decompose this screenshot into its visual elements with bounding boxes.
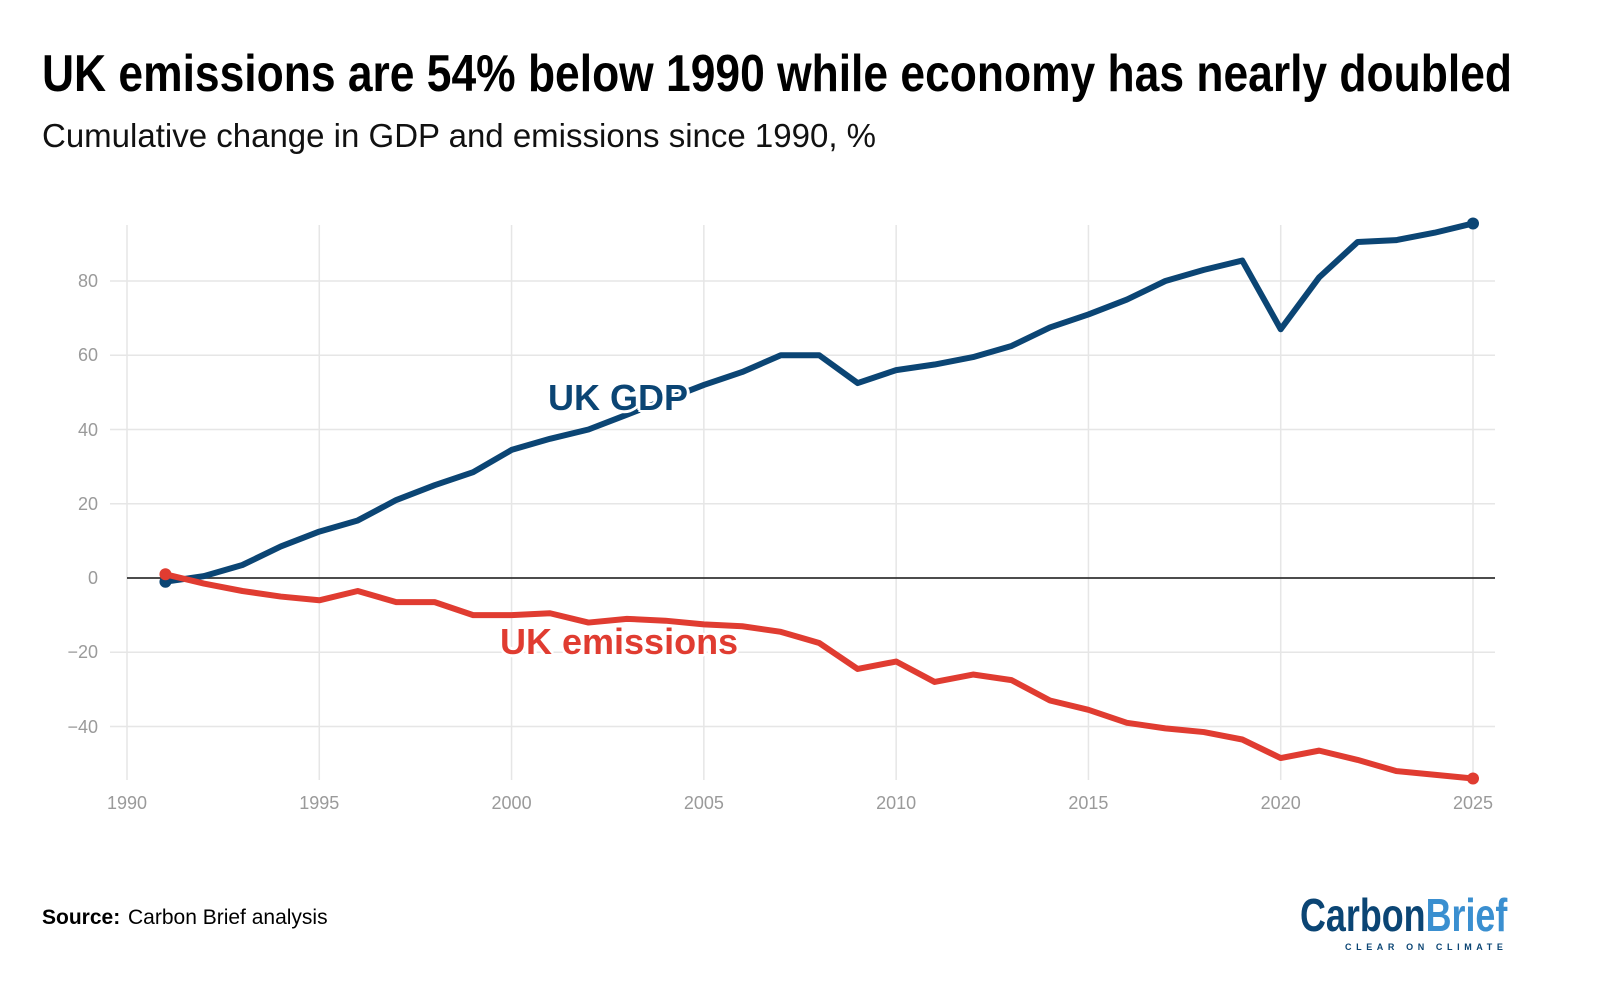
source-label: Source: [42, 906, 121, 929]
y-tick-label: −20 [67, 642, 98, 663]
logo-tagline: CLEAR ON CLIMATE [1345, 942, 1508, 952]
series-lines [159, 217, 1479, 785]
series-endpoint [1467, 772, 1479, 785]
y-tick-label: 20 [77, 493, 98, 514]
y-tick-label: 60 [77, 345, 98, 366]
source-text: Carbon Brief analysis [128, 906, 328, 929]
x-tick-label: 2000 [491, 793, 532, 813]
x-tick-label: 2010 [876, 793, 917, 813]
chart-subtitle: Cumulative change in GDP and emissions s… [42, 117, 877, 154]
x-tick-label: 2025 [1452, 793, 1494, 813]
grid [110, 225, 1495, 780]
x-tick-label: 2020 [1260, 793, 1301, 813]
y-tick-label: −40 [67, 716, 98, 737]
logo-part1: Carbon [1300, 889, 1426, 941]
x-tick-label: 1995 [299, 793, 340, 813]
y-tick-label: 40 [77, 419, 98, 440]
series-label-gdp: UK GDP [548, 377, 689, 418]
series-endpoint [1467, 217, 1479, 230]
x-tick-label: 2015 [1068, 793, 1109, 813]
chart-title: UK emissions are 54% below 1990 while ec… [42, 45, 1512, 103]
logo-part2: Brief [1425, 889, 1508, 941]
series-line-emissions [164, 571, 1474, 782]
series-line-gdp [165, 220, 1474, 585]
y-tick-label: 0 [87, 568, 98, 588]
x-tick-label: 1990 [106, 793, 148, 813]
series-endpoint [159, 568, 172, 581]
series-label-emissions: UK emissions [500, 621, 739, 662]
x-tick-label: 2005 [683, 793, 724, 813]
y-tick-label: 80 [77, 271, 98, 291]
